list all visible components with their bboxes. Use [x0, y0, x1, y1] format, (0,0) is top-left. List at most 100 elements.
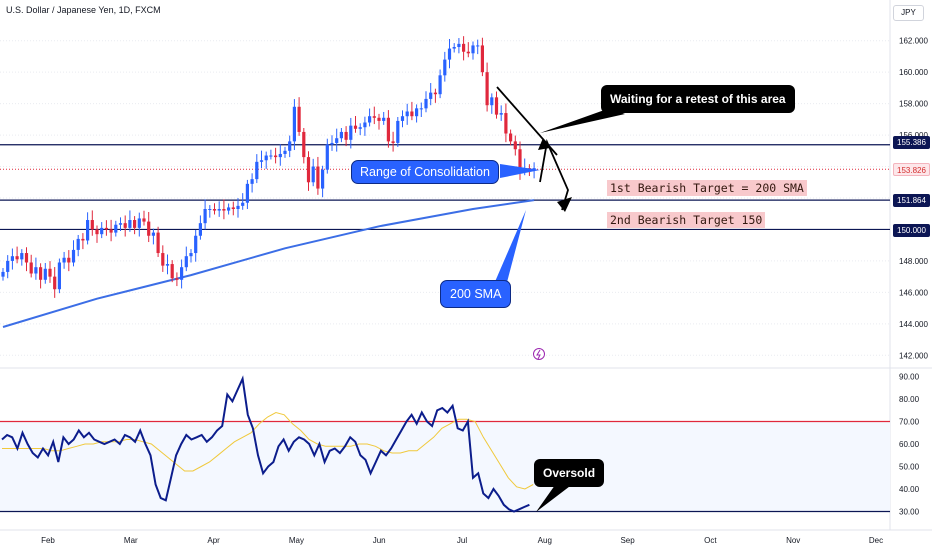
candle-body: [396, 120, 400, 143]
candle-body: [100, 227, 104, 235]
price-tag-155: 155.386: [893, 136, 930, 149]
candle-body: [20, 253, 24, 260]
candle-body: [114, 224, 118, 233]
candle-body: [372, 116, 376, 118]
consolidation-callout: Range of Consolidation: [351, 160, 499, 184]
candle-body: [104, 227, 108, 230]
month-label: Feb: [41, 536, 55, 545]
candle-body: [57, 262, 61, 290]
candle-body: [311, 166, 315, 183]
candle-body: [264, 155, 268, 161]
candle-body: [109, 229, 113, 233]
month-label: Aug: [538, 536, 552, 545]
candle-body: [415, 108, 419, 117]
candle-body: [476, 45, 480, 47]
rsi-band: [0, 421, 890, 512]
oversold-callout: Oversold: [534, 459, 605, 487]
currency-button[interactable]: JPY: [893, 5, 924, 21]
candle-body: [339, 131, 343, 139]
price-tick-label: 158.000: [899, 100, 928, 109]
candle-body: [269, 155, 273, 157]
retest-callout: Waiting for a retest of this area: [601, 85, 795, 113]
month-label: May: [289, 536, 304, 545]
rsi-tick-label: 60.00: [899, 440, 920, 449]
sma-callout: 200 SMA: [440, 280, 512, 308]
candle-body: [532, 168, 536, 170]
price-tag-last: 153.826: [893, 163, 930, 176]
candle-body: [15, 256, 19, 260]
candle-body: [90, 220, 94, 230]
price-tick-label: 146.000: [899, 288, 928, 297]
month-label: Apr: [207, 536, 220, 545]
candle-body: [513, 141, 517, 150]
price-tick-label: 142.000: [899, 351, 928, 360]
price-tick-label: 156.000: [899, 131, 928, 140]
rsi-tick-label: 40.00: [899, 485, 920, 494]
candle-body: [391, 141, 395, 143]
candle-body: [485, 72, 489, 106]
candle-body: [156, 232, 160, 254]
month-label: Nov: [786, 536, 800, 545]
candle-body: [62, 257, 66, 263]
price-tick-label: 162.000: [899, 37, 928, 46]
rsi-tick-label: 70.00: [899, 418, 920, 427]
candle-body: [165, 264, 170, 266]
candle-body: [151, 232, 155, 236]
price-tag-151: 151.864: [893, 194, 930, 207]
candle-body: [76, 238, 80, 250]
candle-body: [203, 209, 207, 224]
candle-body: [499, 113, 503, 115]
candle-body: [123, 223, 127, 228]
candle-body: [410, 111, 414, 117]
candle-body: [400, 116, 405, 121]
sma-callout-pointer: [494, 210, 526, 286]
candle-body: [118, 223, 123, 225]
month-label: Oct: [704, 536, 717, 545]
price-tick-label: 148.000: [899, 257, 928, 266]
candle-body: [424, 98, 428, 109]
candle-body: [518, 149, 522, 172]
candle-body: [363, 122, 367, 128]
candle-body: [274, 155, 278, 158]
candle-body: [95, 229, 99, 235]
candle-body: [48, 268, 52, 277]
candle-body: [67, 257, 71, 263]
rsi-line: [1, 375, 530, 513]
candle-body: [29, 262, 33, 274]
candle-body: [236, 205, 240, 210]
candle-body: [278, 153, 282, 158]
candle-body: [447, 48, 452, 60]
candle-body: [480, 45, 484, 73]
candle-body: [259, 160, 264, 162]
candle-body: [462, 43, 466, 52]
candle-body: [494, 97, 499, 115]
candle-body: [471, 45, 475, 54]
symbol-title: U.S. Dollar / Japanese Yen, 1D, FXCM: [6, 5, 161, 15]
arrowhead-up: [538, 138, 550, 150]
candle-body: [147, 221, 151, 236]
candle-body: [405, 111, 409, 117]
candle-body: [175, 278, 179, 280]
candle-body: [170, 264, 174, 279]
candle-body: [53, 276, 57, 290]
lightning-icon-glyph: [536, 349, 541, 360]
candle-body: [198, 223, 202, 236]
candle-body: [255, 161, 259, 180]
candle-body: [142, 218, 146, 222]
price-tick-label: 160.000: [899, 68, 928, 77]
candle-body: [189, 253, 193, 257]
candle-body: [245, 183, 249, 203]
candle-body: [429, 92, 433, 99]
target1-label: 1st Bearish Target = 200 SMA: [607, 180, 807, 196]
candle-body: [325, 144, 329, 170]
candle-body: [321, 169, 325, 189]
candle-body: [490, 97, 494, 106]
candle-body: [184, 256, 188, 268]
candle-body: [71, 249, 76, 263]
rsi-signal-line: [2, 411, 534, 490]
consolidation-callout-pointer: [500, 164, 540, 178]
price-tag-150: 150.000: [893, 224, 930, 237]
month-label: Jun: [373, 536, 386, 545]
price-tick-label: 144.000: [899, 320, 928, 329]
